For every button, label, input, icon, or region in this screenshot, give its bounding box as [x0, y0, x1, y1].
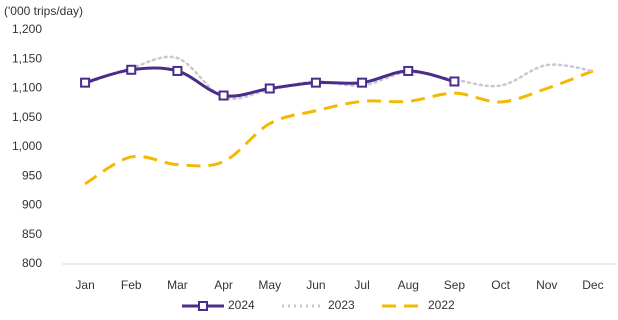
y-tick-label: 1,050	[12, 110, 42, 124]
point-marker	[403, 65, 414, 76]
y-tick-label: 850	[22, 227, 42, 241]
series-line	[83, 55, 595, 100]
point-marker	[80, 77, 91, 88]
series-line	[84, 69, 594, 186]
point-marker	[357, 77, 368, 88]
x-tick-label: Jun	[306, 278, 325, 292]
x-tick-label: Jan	[75, 278, 94, 292]
legend-label: 2023	[328, 298, 355, 312]
legend-label: 2022	[428, 298, 455, 312]
x-tick-label: Mar	[167, 278, 188, 292]
point-marker	[126, 64, 137, 75]
point-marker	[172, 65, 183, 76]
legend-marker	[198, 301, 208, 311]
y-tick-label: 1,000	[12, 139, 42, 153]
y-tick-label: 800	[22, 256, 42, 270]
x-tick-label: May	[258, 278, 281, 292]
point-marker	[218, 90, 229, 101]
x-tick-label: Jul	[354, 278, 369, 292]
point-marker	[449, 76, 460, 87]
point-marker	[310, 77, 321, 88]
x-tick-label: Apr	[214, 278, 233, 292]
point-marker	[264, 83, 275, 94]
y-tick-label: 950	[22, 168, 42, 182]
x-tick-label: Nov	[536, 278, 557, 292]
y-tick-label: 1,150	[12, 51, 42, 65]
x-tick-label: Sep	[444, 278, 466, 292]
y-tick-label: 1,100	[12, 81, 42, 95]
y-axis-label: ('000 trips/day)	[4, 4, 83, 18]
y-tick-label: 900	[22, 198, 42, 212]
x-tick-label: Dec	[582, 278, 603, 292]
x-tick-label: Feb	[121, 278, 142, 292]
legend-label: 2024	[228, 298, 255, 312]
x-tick-label: Oct	[491, 278, 510, 292]
y-tick-label: 1,200	[12, 22, 42, 36]
x-tick-label: Aug	[398, 278, 419, 292]
